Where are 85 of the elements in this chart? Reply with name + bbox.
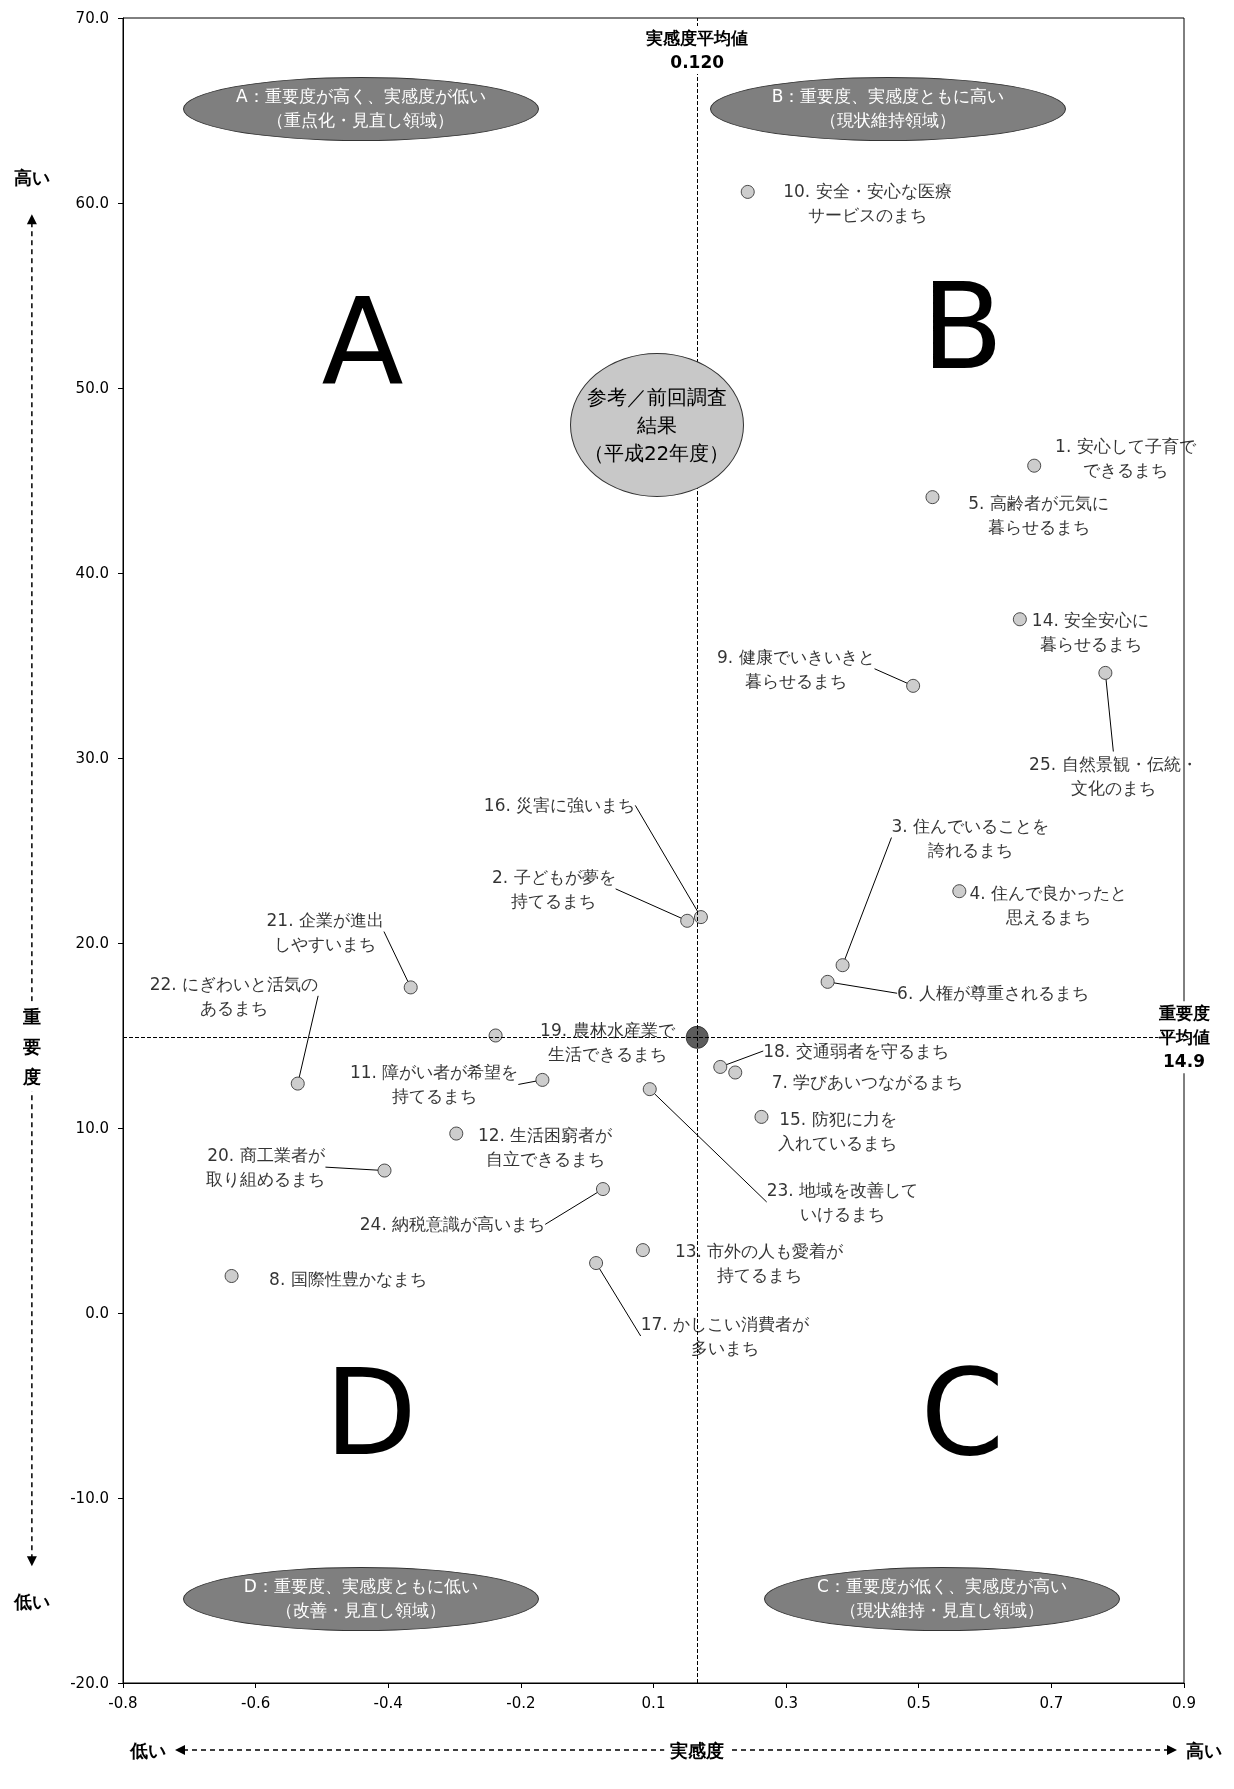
annotation: 22. にぎわいと活気のあるまち bbox=[149, 973, 319, 1018]
point bbox=[488, 1028, 503, 1043]
point bbox=[1098, 665, 1113, 680]
annotation: 20. 商工業者が取り組めるまち bbox=[206, 1145, 326, 1190]
point bbox=[952, 884, 967, 899]
point bbox=[820, 974, 835, 989]
point bbox=[535, 1072, 550, 1087]
annotation: 13. 市外の人も愛着が持てるまち bbox=[674, 1240, 845, 1285]
point bbox=[642, 1082, 657, 1097]
annotation: B bbox=[921, 257, 1004, 397]
annotation: 21. 企業が進出しやすいまち bbox=[266, 909, 384, 954]
point bbox=[925, 490, 940, 505]
y-tick-label: 30.0 bbox=[75, 749, 109, 767]
point bbox=[224, 1269, 239, 1283]
annotation: 17. かしこい消費者が多いまち bbox=[640, 1314, 811, 1359]
x-tick-label: 0.5 bbox=[906, 1693, 931, 1712]
y-tick-label: 50.0 bbox=[75, 379, 109, 397]
annotation: 23. 地域を改善していけるまち bbox=[766, 1180, 919, 1225]
x-tick-label: 0.9 bbox=[1172, 1693, 1196, 1712]
annotation: 5. 高齢者が元気に暮らせるまち bbox=[968, 493, 1109, 538]
ref-line-label: 重要度平均値14.9 bbox=[1157, 1003, 1210, 1072]
x-tick-label: -0.2 bbox=[506, 1693, 536, 1712]
annotation: B：重要度、実感度ともに高い（現状維持領域） bbox=[771, 84, 1005, 132]
point bbox=[740, 184, 755, 199]
point bbox=[589, 1256, 604, 1271]
y-axis-title: 重要度 bbox=[21, 1006, 41, 1088]
point bbox=[713, 1059, 728, 1074]
point bbox=[754, 1109, 769, 1124]
annotation: 14. 安全安心に暮らせるまち bbox=[1031, 609, 1150, 654]
point bbox=[685, 1025, 709, 1049]
y-tick-label: 40.0 bbox=[75, 564, 109, 582]
x-tick-label: 0.7 bbox=[1039, 1693, 1064, 1712]
text: 高い bbox=[1186, 1739, 1222, 1761]
y-tick-label: 10.0 bbox=[75, 1119, 109, 1137]
annotation: 7. 学びあいつながるまち bbox=[771, 1071, 964, 1092]
y-tick-label: 60.0 bbox=[75, 194, 109, 212]
x-tick-label: -0.6 bbox=[240, 1693, 271, 1712]
point bbox=[906, 678, 921, 693]
y-tick-label: -20.0 bbox=[70, 1674, 109, 1692]
annotation: 15. 防犯に力を入れているまち bbox=[778, 1108, 898, 1153]
x-tick-label: 0.1 bbox=[641, 1693, 666, 1712]
x-tick-label: 0.3 bbox=[774, 1693, 799, 1712]
x-tick-label: -0.4 bbox=[373, 1693, 403, 1712]
point bbox=[635, 1243, 650, 1258]
point bbox=[835, 958, 850, 973]
annotation: 8. 国際性豊かなまち bbox=[269, 1269, 427, 1290]
annotation: D bbox=[324, 1343, 417, 1483]
annotation: 4. 住んで良かったと思えるまち bbox=[969, 882, 1128, 927]
text: 低い bbox=[129, 1739, 166, 1761]
annotation: 3. 住んでいることを誇れるまち bbox=[891, 815, 1050, 860]
annotation: 11. 障がい者が希望を持てるまち bbox=[349, 1062, 519, 1107]
point bbox=[680, 913, 695, 928]
annotation: 18. 交通弱者を守るまち bbox=[763, 1040, 949, 1061]
text: 高い bbox=[13, 166, 50, 188]
point bbox=[449, 1126, 464, 1141]
y-tick-label: -10.0 bbox=[70, 1489, 109, 1507]
point bbox=[728, 1065, 743, 1080]
ref-line-label: 実感度平均値0.120 bbox=[645, 28, 749, 72]
point bbox=[1027, 458, 1042, 473]
annotation: 16. 災害に強いまち bbox=[483, 795, 636, 816]
y-tick-label: 0.0 bbox=[85, 1304, 109, 1322]
annotation: C：重要度が低く、実感度が高い（現状維持・見直し領域） bbox=[816, 1575, 1067, 1622]
annotation: 9. 健康でいきいきと暮らせるまち bbox=[716, 646, 875, 691]
y-tick-label: 70.0 bbox=[75, 9, 109, 27]
annotation: C bbox=[920, 1343, 1005, 1483]
point bbox=[1012, 612, 1027, 627]
y-tick-label: 20.0 bbox=[75, 934, 109, 952]
annotation: A bbox=[321, 272, 404, 412]
x-tick-label: -0.8 bbox=[108, 1693, 138, 1712]
text: 低い bbox=[12, 1591, 50, 1613]
annotation: 25. 自然景観・伝統・文化のまち bbox=[1029, 753, 1198, 798]
x-axis-title: 実感度 bbox=[669, 1739, 725, 1761]
annotation: 12. 生活困窮者が自立できるまち bbox=[477, 1125, 614, 1170]
point bbox=[693, 910, 708, 925]
annotation: 24. 納税意識が高いまち bbox=[359, 1214, 546, 1235]
point bbox=[595, 1182, 610, 1197]
annotation: A：重要度が高く、実感度が低い（重点化・見直し領域） bbox=[235, 84, 486, 132]
annotation: 10. 安全・安心な医療サービスのまち bbox=[783, 181, 952, 226]
annotation: 2. 子どもが夢を持てるまち bbox=[492, 866, 616, 911]
annotation: D：重要度、実感度ともに低い（改善・見直し領域） bbox=[243, 1575, 478, 1622]
point bbox=[377, 1163, 392, 1178]
annotation: 6. 人権が尊重されるまち bbox=[897, 983, 1089, 1004]
point bbox=[290, 1076, 305, 1091]
point bbox=[403, 980, 418, 995]
annotation: 参考／前回調査結果（平成22年度） bbox=[583, 384, 730, 467]
